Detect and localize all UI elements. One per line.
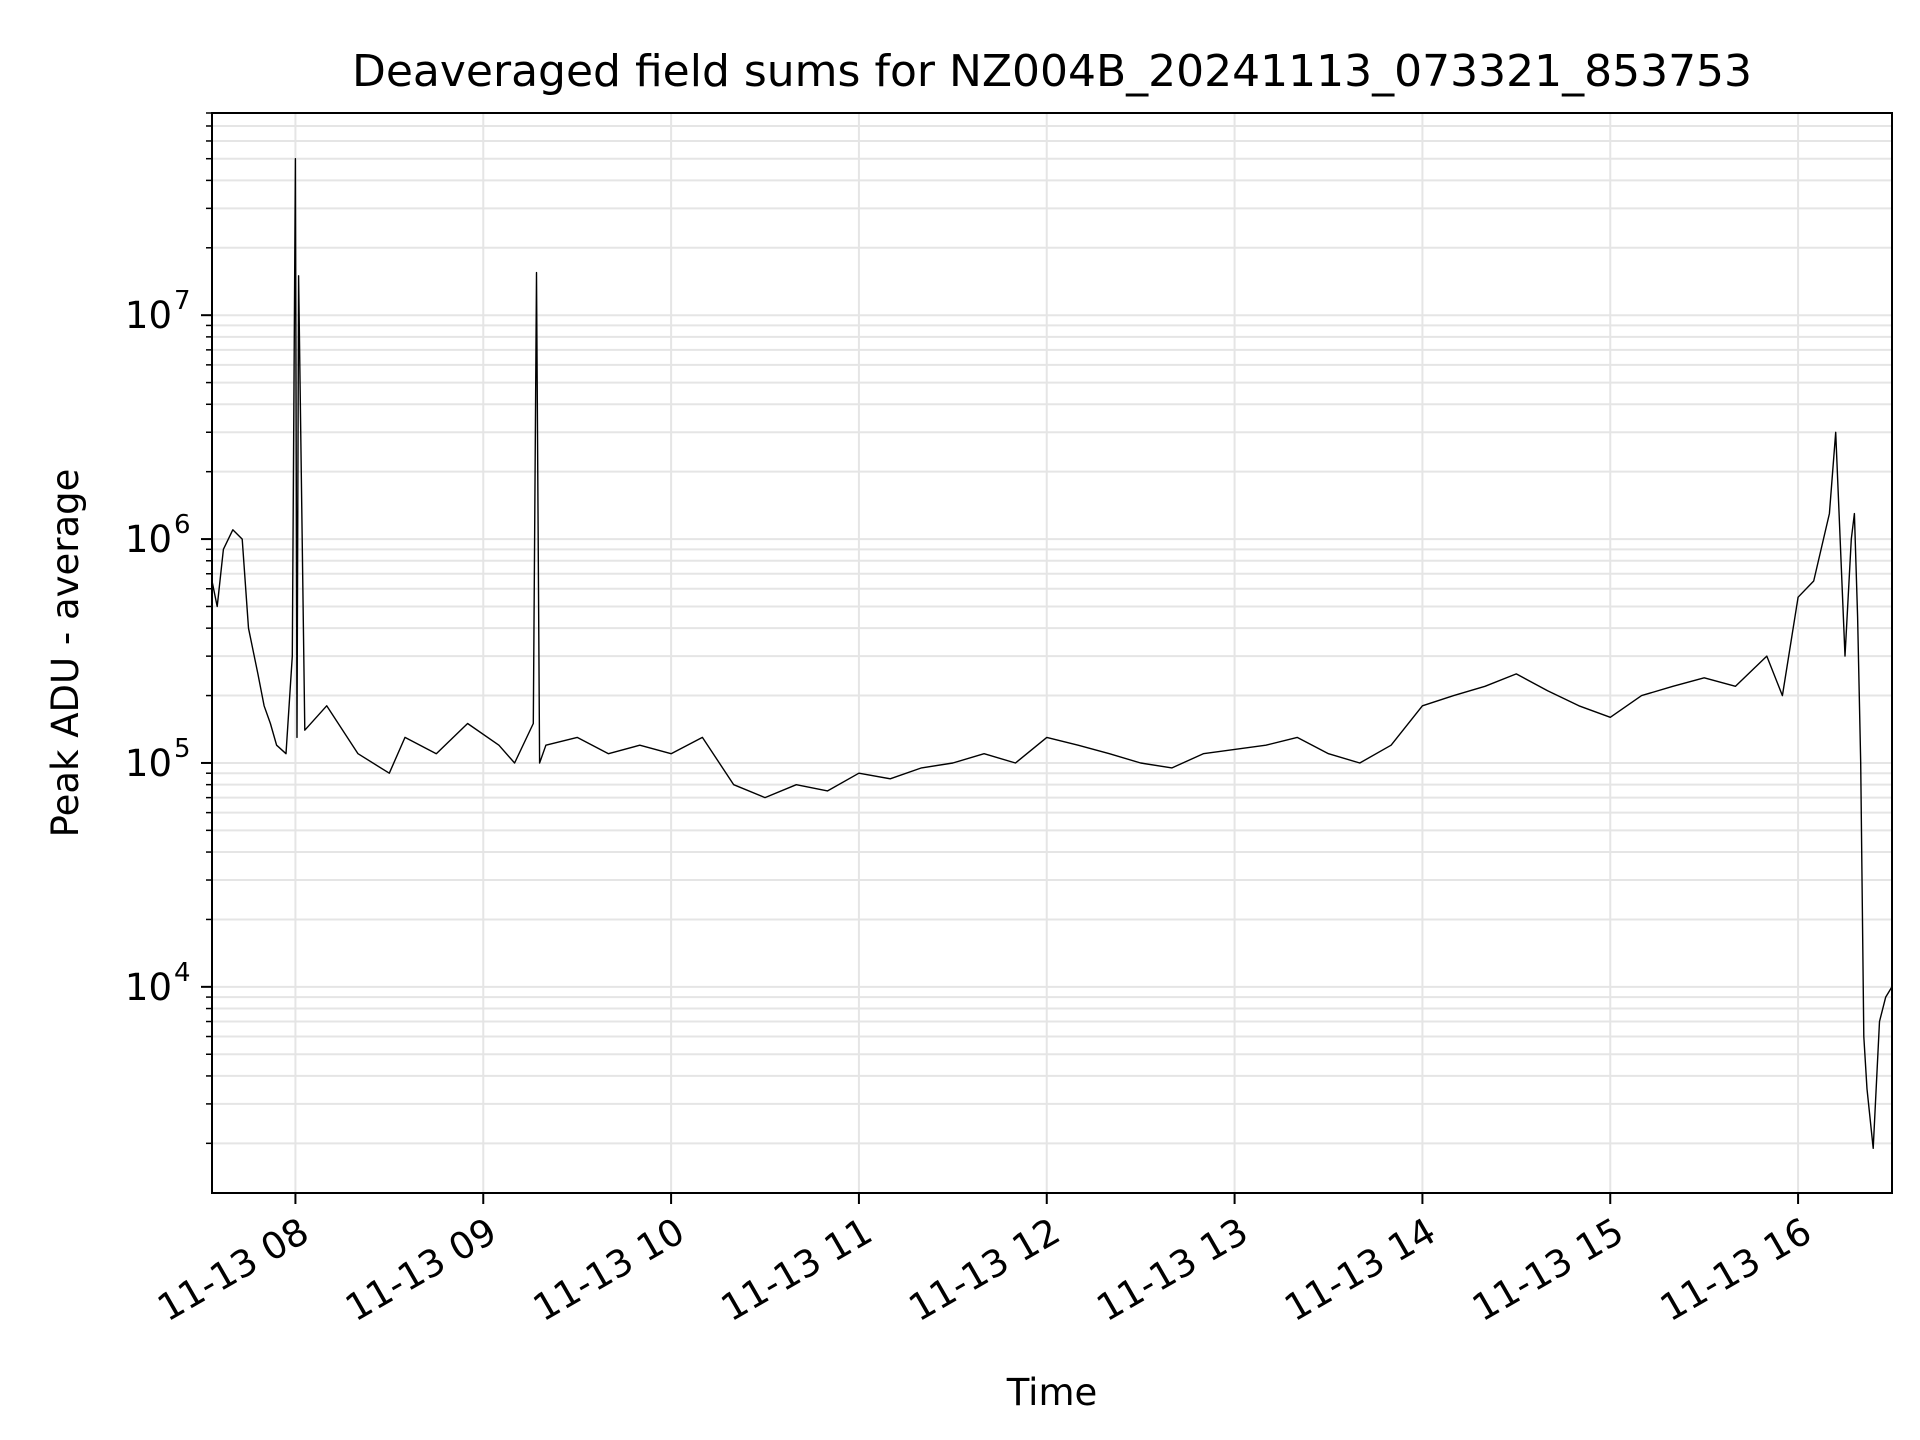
series-line — [211, 158, 1893, 1149]
x-axis: 11-13 08 11-13 09 11-13 10 11-13 11 11-13 12… — [150, 1193, 1819, 1330]
x-tick-label: 11-13 15 — [1465, 1210, 1631, 1330]
y-axis-label: Peak ADU - average — [44, 469, 87, 838]
x-tick-label: 11-13 09 — [338, 1210, 504, 1330]
y-tick-exponent: 5 — [174, 734, 191, 764]
y-tick-label: 10 — [125, 742, 172, 785]
x-axis-label: Time — [1006, 1371, 1098, 1414]
chart-title: Deaveraged field sums for NZ004B_2024111… — [352, 46, 1752, 97]
x-tick-label: 11-13 16 — [1653, 1210, 1819, 1330]
y-tick-exponent: 4 — [174, 958, 191, 988]
plot-frame — [211, 112, 1893, 1194]
y-tick-label: 10 — [125, 518, 172, 561]
series-layer — [211, 158, 1893, 1149]
grid — [212, 112, 1892, 1193]
y-tick-exponent: 6 — [174, 510, 191, 540]
x-tick-label: 11-13 11 — [714, 1210, 880, 1330]
x-tick-label: 11-13 10 — [526, 1210, 692, 1330]
y-tick-label: 10 — [125, 966, 172, 1009]
y-tick-exponent: 7 — [174, 286, 191, 316]
x-tick-label: 11-13 08 — [150, 1210, 316, 1330]
x-tick-label: 11-13 13 — [1090, 1210, 1256, 1330]
x-tick-label: 11-13 14 — [1277, 1210, 1443, 1330]
x-tick-label: 11-13 12 — [902, 1210, 1068, 1330]
y-tick-label: 10 — [125, 294, 172, 337]
